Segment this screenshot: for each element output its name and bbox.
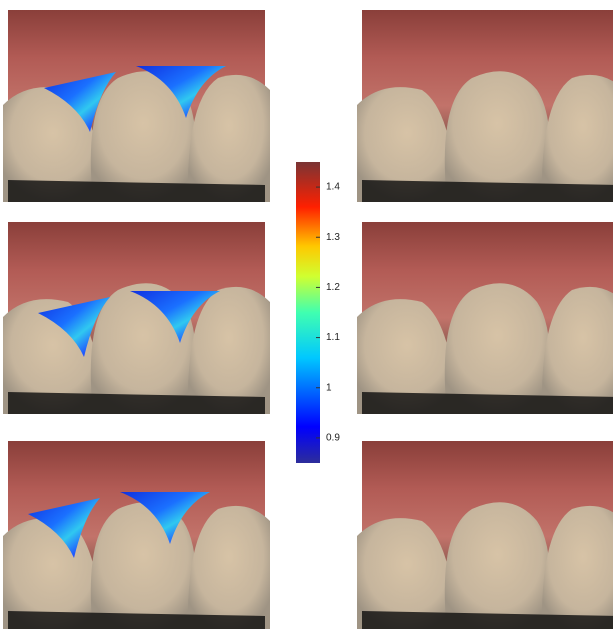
overlay-photo: [3, 222, 270, 414]
plain-photo: [357, 10, 613, 202]
tick-label: 1.1: [326, 332, 340, 343]
tick-label: 1.3: [326, 232, 340, 243]
tick-label: 1.2: [326, 282, 340, 293]
tick-label: 0.9: [326, 433, 340, 444]
tick-label: 1: [326, 382, 332, 393]
overlay-photo: [3, 441, 270, 629]
colorbar: [296, 162, 320, 463]
plain-photo: [357, 441, 613, 629]
overlay-photo: [3, 10, 270, 202]
page: 0.911.11.21.31.4 (() => { const data = J…: [0, 0, 613, 629]
figure: 0.9 1 1.1 1.2 1.3 1.4: [0, 0, 613, 629]
plain-photo: [357, 222, 613, 414]
tick-label: 1.4: [326, 182, 340, 193]
